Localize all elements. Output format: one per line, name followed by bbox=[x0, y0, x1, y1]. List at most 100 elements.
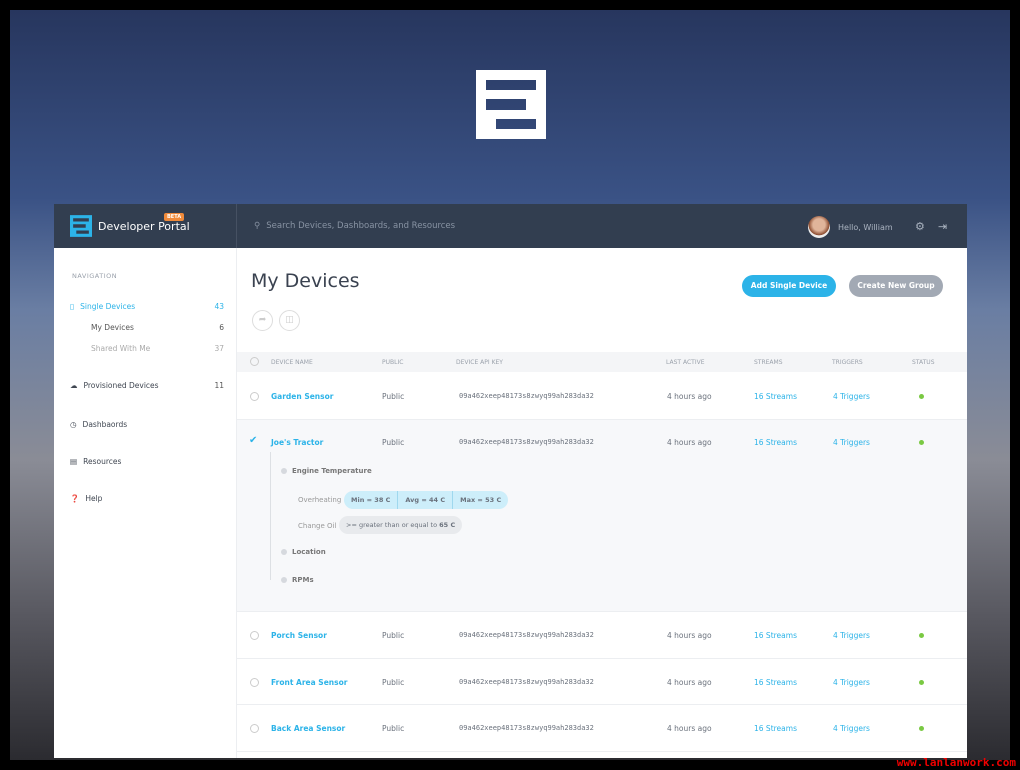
col-header[interactable]: DEVICE NAME bbox=[271, 359, 313, 366]
device-name-link[interactable]: Back Area Sensor bbox=[271, 724, 346, 733]
logout-icon[interactable]: ⇥ bbox=[938, 220, 948, 233]
col-header[interactable]: STREAMS bbox=[754, 359, 783, 366]
row-checkbox[interactable] bbox=[250, 678, 259, 687]
sidebar-item-provisioned[interactable]: ☁ Provisioned Devices 11 bbox=[70, 381, 224, 390]
books-icon: ▤ bbox=[70, 457, 78, 466]
col-header[interactable]: STATUS bbox=[912, 359, 935, 366]
status-dot bbox=[919, 440, 924, 445]
trigger-name[interactable]: Overheating bbox=[298, 496, 342, 504]
condition-value: 65 C bbox=[439, 521, 456, 529]
triggers-link[interactable]: 4 Triggers bbox=[833, 678, 870, 687]
triggers-link[interactable]: 4 Triggers bbox=[833, 392, 870, 401]
streams-link[interactable]: 16 Streams bbox=[754, 724, 797, 733]
streams-link[interactable]: 16 Streams bbox=[754, 631, 797, 640]
sidebar-item-single-devices[interactable]: ▯ Single Devices 43 bbox=[70, 302, 224, 311]
api-key: 09a462xeep48173s8zwyq99ah283da32 bbox=[459, 392, 594, 400]
streams-link[interactable]: 16 Streams bbox=[754, 438, 797, 447]
last-active: 4 hours ago bbox=[667, 438, 712, 447]
col-header[interactable]: DEVICE API KEY bbox=[456, 359, 503, 366]
stream-name[interactable]: Engine Temperature bbox=[292, 467, 372, 475]
col-header[interactable]: TRIGGERS bbox=[832, 359, 863, 366]
count: 43 bbox=[214, 302, 224, 311]
row-checkbox[interactable] bbox=[250, 392, 259, 401]
nav-heading: NAVIGATION bbox=[72, 272, 118, 280]
label: Single Devices bbox=[80, 302, 136, 311]
sidebar-item-shared[interactable]: Shared With Me 37 bbox=[91, 344, 224, 353]
brand-logo-icon bbox=[476, 70, 546, 139]
public-value: Public bbox=[382, 392, 405, 401]
add-single-device-button[interactable]: Add Single Device bbox=[742, 275, 836, 297]
max-value: Max = 53 C bbox=[452, 491, 508, 509]
overheating-stats: Min = 38 C Avg = 44 C Max = 53 C bbox=[344, 491, 509, 509]
user-menu[interactable]: Hello, William bbox=[808, 216, 893, 238]
brand[interactable]: Developer Portal bbox=[70, 215, 190, 237]
label: Provisioned Devices bbox=[83, 381, 159, 390]
public-value: Public bbox=[382, 724, 405, 733]
table-row[interactable]: Back Area Sensor Public 09a462xeep48173s… bbox=[237, 705, 967, 752]
public-value: Public bbox=[382, 438, 405, 447]
api-key: 09a462xeep48173s8zwyq99ah283da32 bbox=[459, 678, 594, 686]
triggers-link[interactable]: 4 Triggers bbox=[833, 438, 870, 447]
phone-icon: ▯ bbox=[70, 302, 75, 311]
search-input[interactable]: ⚲ Search Devices, Dashboards, and Resourc… bbox=[254, 221, 455, 231]
triggers-link[interactable]: 4 Triggers bbox=[833, 631, 870, 640]
sidebar-item-dashboards[interactable]: ◷ Dashbaords bbox=[70, 420, 224, 429]
triggers-link[interactable]: 4 Triggers bbox=[833, 724, 870, 733]
sidebar-item-my-devices[interactable]: My Devices 6 bbox=[91, 323, 224, 332]
checked-icon[interactable]: ✔ bbox=[249, 435, 258, 446]
cloud-icon: ☁ bbox=[70, 381, 78, 390]
stream-name[interactable]: RPMs bbox=[292, 576, 314, 584]
tree-node bbox=[281, 549, 287, 555]
share-icon: ➦ bbox=[258, 315, 267, 325]
divider bbox=[236, 204, 237, 248]
trash-icon: ◫ bbox=[285, 315, 294, 325]
condition-text: >= greater than or equal to bbox=[346, 521, 438, 529]
avatar bbox=[808, 216, 830, 238]
count: 37 bbox=[214, 344, 224, 353]
stream-name[interactable]: Location bbox=[292, 548, 326, 556]
sidebar-item-resources[interactable]: ▤ Resources bbox=[70, 457, 224, 466]
device-name-link[interactable]: Joe's Tractor bbox=[271, 438, 324, 447]
col-header[interactable]: PUBLIC bbox=[382, 359, 404, 366]
device-name-link[interactable]: Front Area Sensor bbox=[271, 678, 348, 687]
user-greeting: Hello, William bbox=[838, 222, 893, 232]
sidebar-item-help[interactable]: ❓ Help bbox=[70, 494, 224, 503]
streams-link[interactable]: 16 Streams bbox=[754, 678, 797, 687]
change-oil-condition: >= greater than or equal to 65 C bbox=[339, 516, 463, 534]
tree-node bbox=[281, 577, 287, 583]
streams-link[interactable]: 16 Streams bbox=[754, 392, 797, 401]
table-row[interactable]: Garden Sensor Public 09a462xeep48173s8zw… bbox=[237, 373, 967, 420]
api-key: 09a462xeep48173s8zwyq99ah283da32 bbox=[459, 631, 594, 639]
gear-icon[interactable]: ⚙ bbox=[915, 220, 925, 233]
row-checkbox[interactable] bbox=[250, 631, 259, 640]
tree-node bbox=[281, 468, 287, 474]
delete-button[interactable]: ◫ bbox=[279, 310, 300, 331]
beta-badge: BETA bbox=[164, 213, 185, 221]
last-active: 4 hours ago bbox=[667, 678, 712, 687]
device-name-link[interactable]: Garden Sensor bbox=[271, 392, 334, 401]
sidebar: NAVIGATION ▯ Single Devices 43 My Devices 6… bbox=[54, 248, 237, 758]
device-name-link[interactable]: Porch Sensor bbox=[271, 631, 327, 640]
min-value: Min = 38 C bbox=[351, 496, 391, 504]
tree-line bbox=[270, 452, 271, 580]
row-checkbox[interactable] bbox=[250, 724, 259, 733]
trigger-name[interactable]: Change Oil bbox=[298, 522, 337, 530]
table-row[interactable]: Front Area Sensor Public 09a462xeep48173… bbox=[237, 659, 967, 705]
help-icon: ❓ bbox=[70, 494, 80, 503]
col-header[interactable]: LAST ACTIVE bbox=[666, 359, 705, 366]
watermark: www.lanlanwork.com bbox=[896, 756, 1016, 769]
last-active: 4 hours ago bbox=[667, 631, 712, 640]
table-row[interactable]: Porch Sensor Public 09a462xeep48173s8zwy… bbox=[237, 612, 967, 659]
select-all-checkbox[interactable] bbox=[250, 357, 259, 366]
create-new-group-button[interactable]: Create New Group bbox=[849, 275, 943, 297]
page-title: My Devices bbox=[251, 270, 360, 292]
search-placeholder: Search Devices, Dashboards, and Resource… bbox=[266, 221, 456, 231]
label: Dashbaords bbox=[82, 420, 128, 429]
main-content: My Devices ➦ ◫ Add Single Device Create … bbox=[237, 248, 967, 758]
last-active: 4 hours ago bbox=[667, 724, 712, 733]
count: 11 bbox=[214, 381, 224, 390]
table-header: DEVICE NAME PUBLIC DEVICE API KEY LAST A… bbox=[237, 352, 967, 372]
share-button[interactable]: ➦ bbox=[252, 310, 273, 331]
public-value: Public bbox=[382, 678, 405, 687]
status-dot bbox=[919, 394, 924, 399]
